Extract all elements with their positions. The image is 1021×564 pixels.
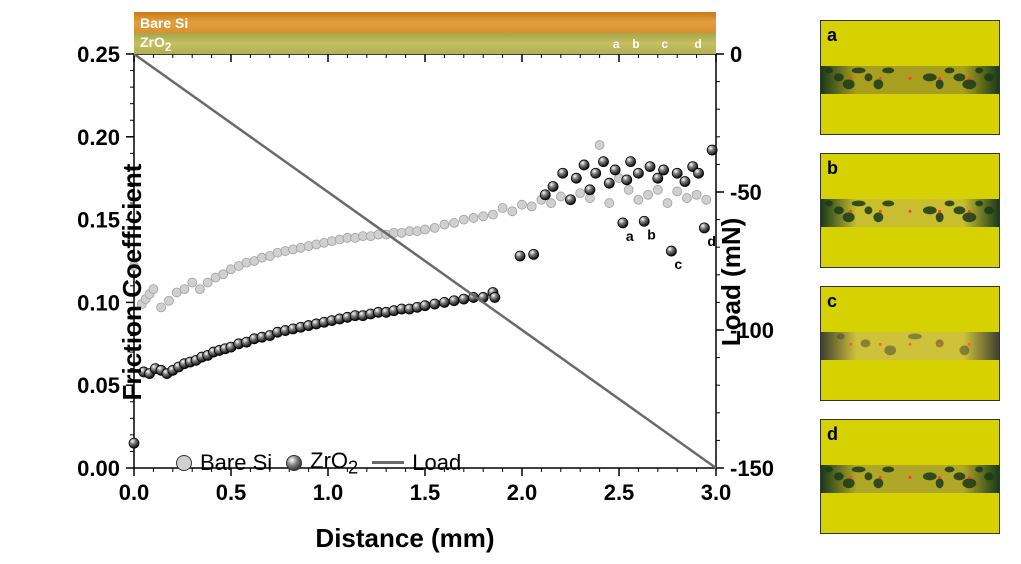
svg-text:-50: -50: [730, 180, 762, 205]
svg-text:0.05: 0.05: [77, 373, 120, 398]
legend-label-load: Load: [412, 450, 461, 476]
thumbnail-b: b: [820, 153, 1000, 268]
y-left-axis-label: Friction Coefficient: [117, 164, 148, 401]
svg-text:0.10: 0.10: [77, 290, 120, 315]
legend-bare-si: Bare Si: [176, 450, 272, 476]
thumbnail-label-c: c: [827, 291, 837, 312]
y-right-axis-label: Load (mN): [716, 218, 747, 347]
svg-text:a: a: [626, 228, 634, 244]
legend-zro2: ZrO2: [286, 448, 358, 478]
strip-markers: ab c d: [556, 33, 706, 54]
strip-zro2: ZrO2 ab c d: [134, 33, 716, 54]
svg-text:0.15: 0.15: [77, 208, 120, 233]
thumbnail-d: d: [820, 419, 1000, 534]
svg-text:b: b: [647, 226, 656, 242]
x-axis-label: Distance (mm): [315, 523, 494, 554]
svg-text:-150: -150: [730, 456, 774, 481]
legend: Bare Si ZrO2 Load: [176, 448, 461, 478]
friction-chart: 0.0 0.5 1.0 1.5 2.0 2.5 3.0 0.00 0.05 0.10 0.15 0.2…: [0, 0, 810, 564]
thumbnail-a: a: [820, 20, 1000, 135]
thumbnail-label-a: a: [827, 25, 837, 46]
legend-label-bare-si: Bare Si: [200, 450, 272, 476]
thumbnail-c: c: [820, 286, 1000, 401]
svg-text:0.00: 0.00: [77, 456, 120, 481]
legend-marker-zro2: [286, 455, 302, 471]
legend-load: Load: [372, 450, 461, 476]
svg-text:1.0: 1.0: [313, 480, 344, 505]
strip-bare-si: Bare Si: [134, 12, 716, 33]
svg-text:0.0: 0.0: [119, 480, 150, 505]
strip-marker-d: d: [694, 37, 701, 51]
svg-text:0.25: 0.25: [77, 42, 120, 67]
svg-text:1.5: 1.5: [410, 480, 441, 505]
svg-text:0: 0: [730, 42, 742, 67]
strip-label-zro2: ZrO2: [140, 34, 171, 54]
legend-marker-bare-si: [176, 455, 192, 471]
svg-text:2.5: 2.5: [604, 480, 635, 505]
svg-text:c: c: [674, 256, 682, 272]
thumbnail-label-b: b: [827, 158, 838, 179]
thumbnail-column: a b c d: [810, 0, 1021, 564]
top-strip: Bare Si ZrO2 ab c d: [134, 12, 716, 54]
strip-marker-b: b: [632, 37, 639, 51]
strip-marker-c: c: [661, 37, 668, 51]
svg-text:0.5: 0.5: [216, 480, 247, 505]
legend-label-zro2: ZrO2: [310, 448, 358, 478]
svg-text:2.0: 2.0: [507, 480, 538, 505]
svg-text:d: d: [707, 233, 716, 249]
thumbnail-label-d: d: [827, 424, 838, 445]
strip-marker-a: a: [613, 37, 620, 51]
strip-label-bare-si: Bare Si: [140, 15, 188, 31]
svg-text:3.0: 3.0: [701, 480, 732, 505]
svg-text:0.20: 0.20: [77, 125, 120, 150]
legend-marker-load: [372, 461, 404, 464]
